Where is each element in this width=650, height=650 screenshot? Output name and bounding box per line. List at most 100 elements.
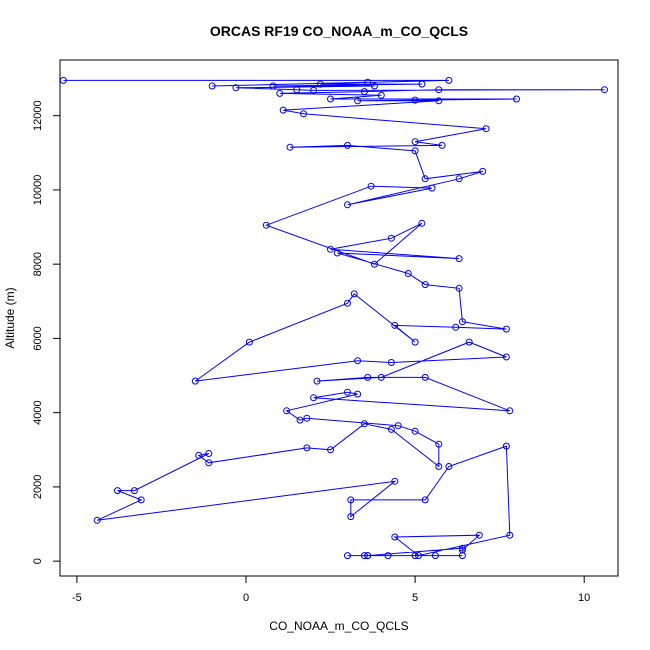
data-point	[364, 78, 372, 86]
data-point	[455, 175, 463, 183]
data-point	[347, 513, 355, 521]
data-point	[354, 390, 362, 398]
data-point	[313, 377, 321, 385]
data-point	[350, 290, 358, 298]
data-point	[130, 487, 138, 495]
data-point	[208, 82, 216, 90]
data-point	[344, 388, 351, 396]
data-point	[455, 255, 463, 263]
data-point	[458, 552, 466, 560]
data-point	[327, 245, 334, 253]
data-point	[411, 147, 419, 155]
data-point	[421, 175, 429, 183]
data-point	[310, 86, 318, 94]
data-point	[513, 95, 520, 103]
data-point	[371, 260, 378, 268]
y-axis-label: Altitude (m)	[3, 287, 17, 348]
data-point	[300, 110, 307, 118]
data-point	[137, 496, 145, 504]
data-point	[344, 552, 351, 560]
data-point	[360, 420, 368, 428]
data-point	[114, 487, 121, 495]
data-point	[411, 552, 419, 560]
data-point	[371, 82, 378, 90]
data-point	[411, 138, 419, 146]
data-point	[377, 373, 385, 381]
data-point	[418, 219, 426, 227]
data-point	[327, 95, 334, 103]
data-point	[435, 86, 443, 94]
data-point	[411, 427, 419, 435]
data-point	[360, 88, 368, 96]
data-point	[502, 353, 510, 361]
data-point	[293, 86, 301, 94]
data-point	[458, 318, 466, 326]
data-point	[601, 86, 608, 94]
data-point	[391, 533, 399, 541]
data-point	[195, 451, 203, 459]
y-tick-label: 6000	[32, 326, 44, 350]
data-point	[276, 89, 284, 97]
data-point	[435, 97, 443, 105]
data-point	[387, 425, 395, 433]
data-point	[205, 450, 213, 457]
data-point	[364, 373, 372, 381]
data-point	[205, 459, 213, 467]
data-point	[404, 270, 412, 277]
x-axis: -5 0 5 10	[72, 575, 590, 604]
data-point	[482, 125, 490, 133]
data-point	[421, 281, 429, 289]
data-point	[279, 106, 287, 114]
series-layer	[59, 76, 608, 560]
data-point	[269, 82, 277, 90]
data-point	[455, 284, 463, 292]
data-point	[421, 373, 429, 381]
data-point	[364, 552, 372, 560]
data-point	[354, 97, 362, 105]
data-point	[286, 143, 294, 151]
data-point	[347, 496, 355, 504]
x-axis-label: CO_NOAA_m_CO_QCLS	[269, 619, 408, 633]
data-point	[245, 338, 253, 346]
data-point	[93, 516, 101, 524]
data-point	[377, 91, 385, 99]
data-point	[421, 496, 429, 504]
y-tick-label: 4000	[32, 400, 44, 424]
data-point	[438, 141, 446, 149]
data-point	[506, 407, 514, 415]
data-point	[387, 359, 395, 366]
data-point	[303, 414, 311, 422]
chart-title: ORCAS RF19 CO_NOAA_m_CO_QCLS	[210, 23, 468, 39]
data-point	[387, 234, 395, 242]
data-point	[283, 407, 291, 415]
data-point	[458, 544, 466, 552]
data-point	[327, 446, 334, 454]
data-point	[303, 444, 311, 452]
data-point	[411, 96, 419, 104]
data-point	[232, 84, 240, 92]
data-point	[191, 377, 199, 385]
y-tick-label: 2000	[32, 475, 44, 499]
x-tick-label: 5	[412, 592, 418, 604]
data-point	[344, 141, 351, 149]
data-point	[59, 76, 67, 84]
data-point	[360, 552, 368, 560]
data-point	[475, 531, 483, 539]
data-point	[344, 299, 351, 307]
data-point	[333, 249, 341, 257]
data-point	[316, 80, 324, 88]
data-point	[479, 167, 487, 175]
data-point	[354, 357, 362, 365]
data-point	[435, 463, 443, 470]
data-point	[452, 323, 460, 331]
data-point	[310, 394, 318, 402]
data-point	[394, 422, 402, 430]
y-tick-label: 8000	[32, 252, 44, 276]
data-point	[262, 221, 270, 229]
data-point	[465, 338, 473, 346]
y-axis: 0 2000 4000 6000 8000 10000 12000	[32, 100, 61, 564]
data-point	[435, 440, 443, 448]
series-line	[63, 79, 605, 557]
